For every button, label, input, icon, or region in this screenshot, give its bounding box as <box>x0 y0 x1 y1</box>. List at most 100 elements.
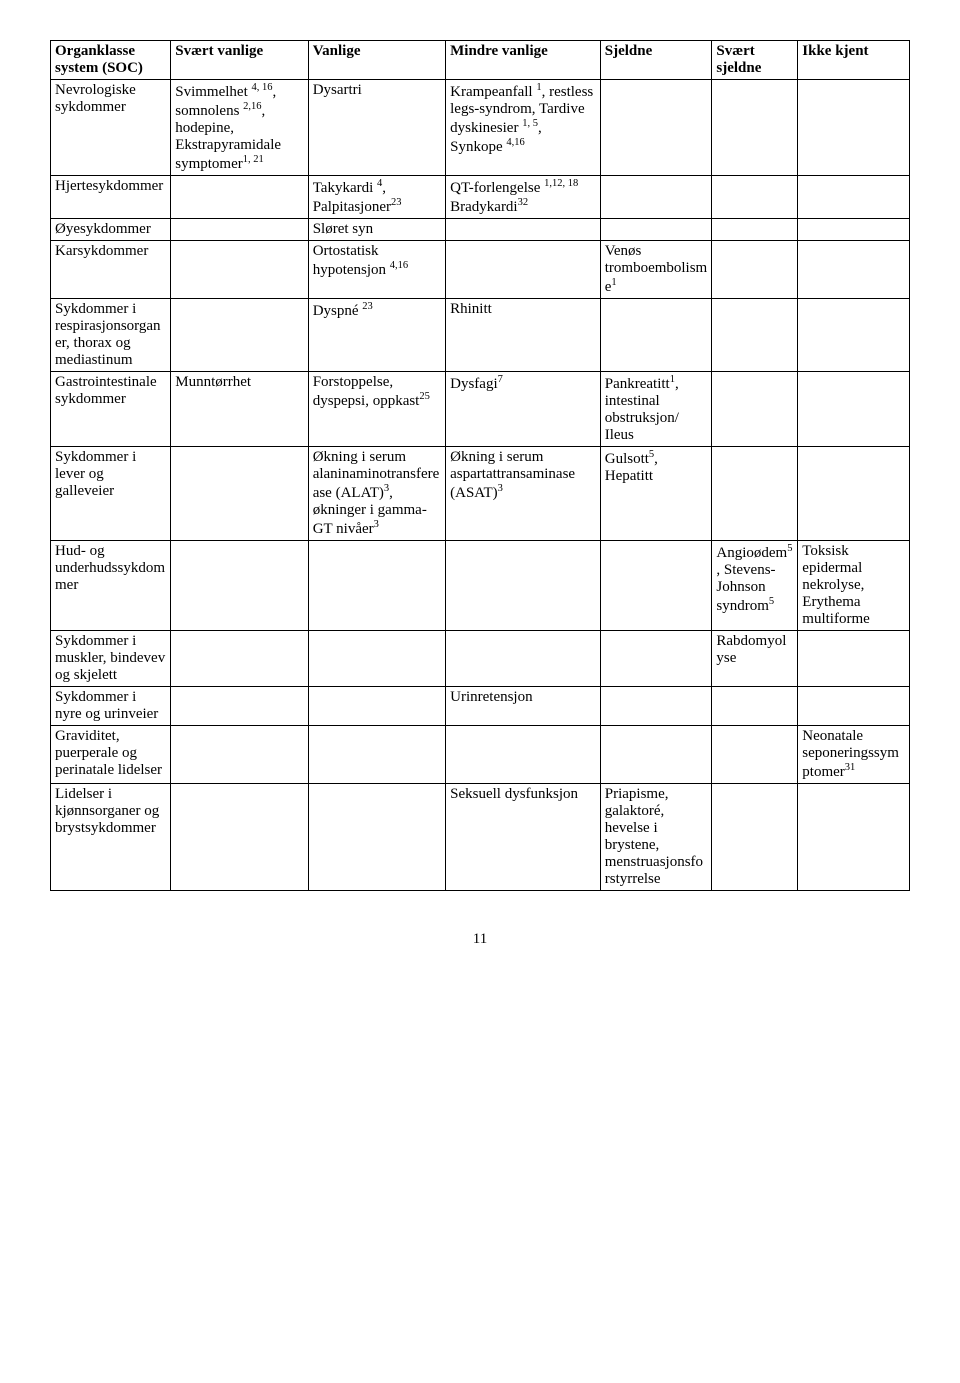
cell-mindre_vanlige <box>446 541 601 631</box>
cell-svaert_vanlige <box>171 241 308 299</box>
cell-sjeldne: Pankreatitt1, intestinal obstruksjon/ Il… <box>600 372 712 447</box>
cell-svaert_vanlige <box>171 219 308 241</box>
cell-svaert_vanlige <box>171 726 308 784</box>
cell-sjeldne <box>600 176 712 219</box>
cell-mindre_vanlige: Økning i serum aspartattransaminase (ASA… <box>446 447 601 541</box>
cell-ikke_kjent <box>798 176 910 219</box>
cell-sjeldne <box>600 631 712 687</box>
cell-vanlige <box>308 631 445 687</box>
cell-vanlige: Dyspné 23 <box>308 299 445 372</box>
cell-svaert_sjeldne <box>712 219 798 241</box>
cell-soc: Hjertesykdommer <box>51 176 171 219</box>
cell-mindre_vanlige: Krampeanfall 1, restless legs-syndrom, T… <box>446 80 601 176</box>
cell-svaert_vanlige <box>171 687 308 726</box>
cell-sjeldne <box>600 726 712 784</box>
page-number: 11 <box>50 931 910 948</box>
table-row: Sykdommer i nyre og urinveier Urinretensj… <box>51 687 910 726</box>
cell-svaert_sjeldne <box>712 447 798 541</box>
cell-ikke_kjent <box>798 219 910 241</box>
cell-ikke_kjent <box>798 687 910 726</box>
cell-svaert_sjeldne <box>712 372 798 447</box>
cell-sjeldne <box>600 299 712 372</box>
table-row: Sykdommer i lever og galleveier Økning i … <box>51 447 910 541</box>
cell-vanlige: Sløret syn <box>308 219 445 241</box>
cell-vanlige <box>308 687 445 726</box>
cell-soc: Sykdommer i respirasjonsorganer, thorax … <box>51 299 171 372</box>
cell-svaert_sjeldne <box>712 726 798 784</box>
cell-ikke_kjent: Toksisk epidermal nekrolyse, Erythema mu… <box>798 541 910 631</box>
cell-soc: Lidelser i kjønnsorganer og brystsykdomm… <box>51 784 171 891</box>
cell-svaert_sjeldne: Angioødem5, Stevens-Johnson syndrom5 <box>712 541 798 631</box>
table-row: Sykdommer i respirasjonsorganer, thorax … <box>51 299 910 372</box>
cell-soc: Graviditet, puerperale og perinatale lid… <box>51 726 171 784</box>
cell-ikke_kjent <box>798 447 910 541</box>
header-mindre-vanlige: Mindre vanlige <box>446 41 601 80</box>
cell-svaert_vanlige: Svimmelhet 4, 16, somnolens 2,16, hodepi… <box>171 80 308 176</box>
cell-ikke_kjent <box>798 372 910 447</box>
cell-soc: Karsykdommer <box>51 241 171 299</box>
adverse-events-table: Organklasse system (SOC) Svært vanlige V… <box>50 40 910 891</box>
cell-mindre_vanlige <box>446 219 601 241</box>
header-soc: Organklasse system (SOC) <box>51 41 171 80</box>
header-svaert-vanlige: Svært vanlige <box>171 41 308 80</box>
cell-svaert_vanlige <box>171 784 308 891</box>
cell-svaert_vanlige: Munntørrhet <box>171 372 308 447</box>
cell-mindre_vanlige: Urinretensjon <box>446 687 601 726</box>
cell-vanlige: Dysartri <box>308 80 445 176</box>
cell-svaert_sjeldne: Rabdomyolyse <box>712 631 798 687</box>
cell-soc: Sykdommer i muskler, bindevev og skjelet… <box>51 631 171 687</box>
table-row: Nevrologiske sykdommerSvimmelhet 4, 16, … <box>51 80 910 176</box>
cell-svaert_vanlige <box>171 299 308 372</box>
table-row: Hud- og underhudssykdommer Angioødem5, St… <box>51 541 910 631</box>
table-row: Karsykdommer Ortostatisk hypotensjon 4,16… <box>51 241 910 299</box>
table-row: Gastrointestinale sykdommerMunntørrhetFo… <box>51 372 910 447</box>
cell-soc: Nevrologiske sykdommer <box>51 80 171 176</box>
cell-mindre_vanlige <box>446 631 601 687</box>
cell-svaert_sjeldne <box>712 176 798 219</box>
header-svaert-sjeldne: Svært sjeldne <box>712 41 798 80</box>
cell-vanlige: Takykardi 4, Palpitasjoner23 <box>308 176 445 219</box>
cell-soc: Gastrointestinale sykdommer <box>51 372 171 447</box>
cell-soc: Sykdommer i nyre og urinveier <box>51 687 171 726</box>
cell-mindre_vanlige <box>446 241 601 299</box>
cell-ikke_kjent <box>798 299 910 372</box>
table-row: Lidelser i kjønnsorganer og brystsykdomm… <box>51 784 910 891</box>
cell-svaert_sjeldne <box>712 241 798 299</box>
cell-vanlige <box>308 541 445 631</box>
cell-soc: Sykdommer i lever og galleveier <box>51 447 171 541</box>
cell-soc: Hud- og underhudssykdommer <box>51 541 171 631</box>
cell-vanlige: Ortostatisk hypotensjon 4,16 <box>308 241 445 299</box>
cell-vanlige <box>308 726 445 784</box>
cell-svaert_sjeldne <box>712 80 798 176</box>
cell-sjeldne <box>600 80 712 176</box>
header-vanlige: Vanlige <box>308 41 445 80</box>
cell-vanlige: Økning i serum alaninaminotransferease (… <box>308 447 445 541</box>
cell-mindre_vanlige: Seksuell dysfunksjon <box>446 784 601 891</box>
cell-svaert_vanlige <box>171 541 308 631</box>
table-row: Øyesykdommer Sløret syn <box>51 219 910 241</box>
cell-ikke_kjent <box>798 80 910 176</box>
cell-svaert_sjeldne <box>712 299 798 372</box>
table-header-row: Organklasse system (SOC) Svært vanlige V… <box>51 41 910 80</box>
cell-soc: Øyesykdommer <box>51 219 171 241</box>
cell-sjeldne: Priapisme, galaktoré, hevelse i brystene… <box>600 784 712 891</box>
header-ikke-kjent: Ikke kjent <box>798 41 910 80</box>
table-row: Hjertesykdommer Takykardi 4, Palpitasjone… <box>51 176 910 219</box>
cell-vanlige: Forstoppelse, dyspepsi, oppkast25 <box>308 372 445 447</box>
cell-ikke_kjent <box>798 784 910 891</box>
cell-ikke_kjent <box>798 631 910 687</box>
cell-mindre_vanlige: QT-forlengelse 1,12, 18Bradykardi32 <box>446 176 601 219</box>
cell-ikke_kjent: Neonatale seponeringssymptomer31 <box>798 726 910 784</box>
cell-sjeldne: Gulsott5, Hepatitt <box>600 447 712 541</box>
cell-sjeldne <box>600 541 712 631</box>
cell-svaert_sjeldne <box>712 687 798 726</box>
header-sjeldne: Sjeldne <box>600 41 712 80</box>
cell-sjeldne <box>600 687 712 726</box>
table-row: Graviditet, puerperale og perinatale lid… <box>51 726 910 784</box>
cell-sjeldne: Venøs tromboembolisme1 <box>600 241 712 299</box>
cell-mindre_vanlige: Rhinitt <box>446 299 601 372</box>
cell-mindre_vanlige: Dysfagi7 <box>446 372 601 447</box>
cell-svaert_vanlige <box>171 447 308 541</box>
cell-sjeldne <box>600 219 712 241</box>
cell-svaert_sjeldne <box>712 784 798 891</box>
